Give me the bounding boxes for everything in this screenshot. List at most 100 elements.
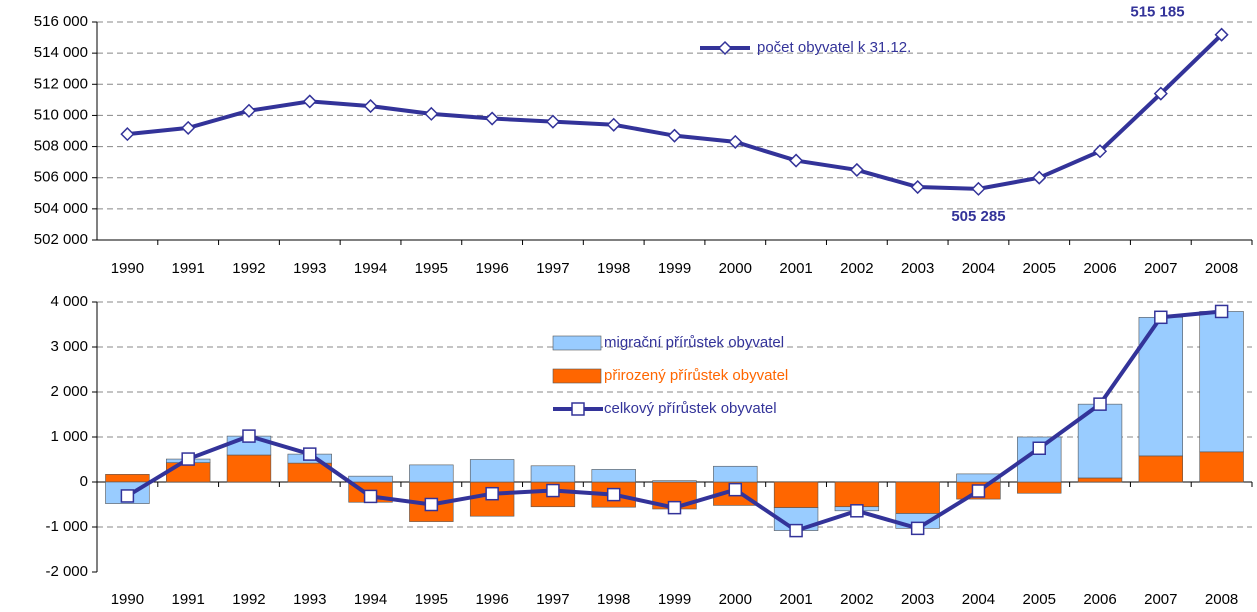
marker	[485, 111, 500, 126]
marker	[181, 120, 196, 135]
marker	[667, 128, 682, 143]
x-tick-label: 1993	[293, 591, 326, 608]
x-tick-label: 2005	[1023, 591, 1056, 608]
bar	[895, 481, 940, 514]
bar	[226, 454, 272, 483]
x-tick-label: 2002	[840, 591, 873, 608]
marker	[241, 103, 257, 118]
y-tick-label: 504 000	[34, 200, 88, 217]
y-tick-label: 4 000	[50, 293, 88, 310]
x-tick-label: 2002	[840, 260, 873, 277]
x-tick-label: 1998	[597, 260, 630, 277]
x-tick-label: 1995	[415, 260, 448, 277]
x-tick-label: 1990	[111, 591, 144, 608]
bar	[409, 464, 454, 483]
bar	[105, 474, 150, 483]
y-tick-label: -2 000	[45, 563, 88, 580]
marker	[606, 487, 621, 502]
marker	[606, 117, 621, 132]
marker	[545, 114, 560, 129]
x-tick-label: 2001	[779, 260, 812, 277]
marker	[910, 179, 925, 195]
marker	[120, 489, 135, 503]
x-tick-label: 2008	[1205, 260, 1238, 277]
bar	[469, 459, 515, 483]
y-tick-label: 502 000	[34, 231, 88, 248]
data-label: 515 185	[1130, 4, 1184, 21]
marker	[728, 134, 743, 149]
marker	[850, 504, 864, 518]
x-tick-label: 1990	[111, 260, 144, 277]
x-tick-label: 1996	[475, 260, 508, 277]
marker	[1214, 304, 1229, 319]
marker	[789, 153, 804, 168]
marker	[363, 489, 378, 504]
legend-label: celkový přírůstek obyvatel	[604, 400, 777, 417]
x-tick-label: 2005	[1023, 260, 1056, 277]
bar	[1017, 481, 1062, 494]
marker	[242, 429, 256, 443]
y-tick-label: 514 000	[34, 44, 88, 61]
legend-marker	[571, 402, 585, 416]
bar	[652, 480, 697, 483]
bar	[1199, 451, 1244, 483]
x-tick-label: 1996	[475, 591, 508, 608]
marker	[1214, 27, 1229, 42]
marker	[546, 483, 560, 498]
marker	[849, 162, 864, 177]
marker	[120, 127, 135, 142]
bar	[1199, 311, 1244, 453]
bar	[591, 469, 636, 483]
marker	[971, 181, 986, 196]
x-tick-label: 2001	[779, 591, 812, 608]
marker	[1153, 86, 1168, 101]
x-tick-label: 1992	[232, 591, 265, 608]
x-tick-label: 2004	[962, 260, 995, 277]
marker	[363, 99, 378, 114]
x-tick-label: 1995	[415, 591, 448, 608]
x-tick-label: 2006	[1083, 260, 1116, 277]
marker	[1154, 310, 1168, 325]
bar	[1077, 477, 1123, 483]
marker	[728, 482, 743, 497]
marker	[485, 486, 499, 501]
x-tick-label: 1993	[293, 260, 326, 277]
marker	[910, 521, 925, 536]
marker	[1032, 441, 1046, 455]
x-tick-label: 1994	[354, 591, 387, 608]
x-tick-label: 2003	[901, 260, 934, 277]
line	[127, 33, 1224, 191]
x-tick-label: 1991	[171, 260, 204, 277]
x-tick-label: 2006	[1083, 591, 1116, 608]
bar	[1138, 316, 1183, 457]
x-tick-label: 1999	[658, 260, 691, 277]
bar	[1138, 455, 1183, 483]
x-tick-label: 1997	[536, 591, 569, 608]
marker	[1092, 144, 1108, 159]
x-tick-label: 2000	[719, 260, 752, 277]
legend-label: migrační přírůstek obyvatel	[604, 334, 784, 351]
data-label: 505 285	[951, 208, 1005, 225]
x-tick-label: 2008	[1205, 591, 1238, 608]
x-tick-label: 2004	[962, 591, 995, 608]
y-tick-label: -1 000	[45, 518, 88, 535]
legend-swatch	[552, 335, 602, 351]
y-tick-label: 506 000	[34, 169, 88, 186]
legend-swatch	[552, 368, 602, 384]
y-tick-label: 0	[80, 473, 88, 490]
bar	[348, 475, 393, 483]
marker	[302, 94, 317, 109]
marker	[424, 106, 439, 121]
x-tick-label: 1997	[536, 260, 569, 277]
marker	[303, 447, 317, 461]
bar	[834, 481, 880, 508]
marker	[789, 523, 803, 538]
bar	[713, 465, 758, 483]
marker	[424, 497, 439, 512]
x-tick-label: 2007	[1144, 260, 1177, 277]
x-tick-label: 1992	[232, 260, 265, 277]
legend-label: přirozený přírůstek obyvatel	[604, 367, 788, 384]
y-tick-label: 516 000	[34, 13, 88, 30]
y-tick-label: 3 000	[50, 338, 88, 355]
